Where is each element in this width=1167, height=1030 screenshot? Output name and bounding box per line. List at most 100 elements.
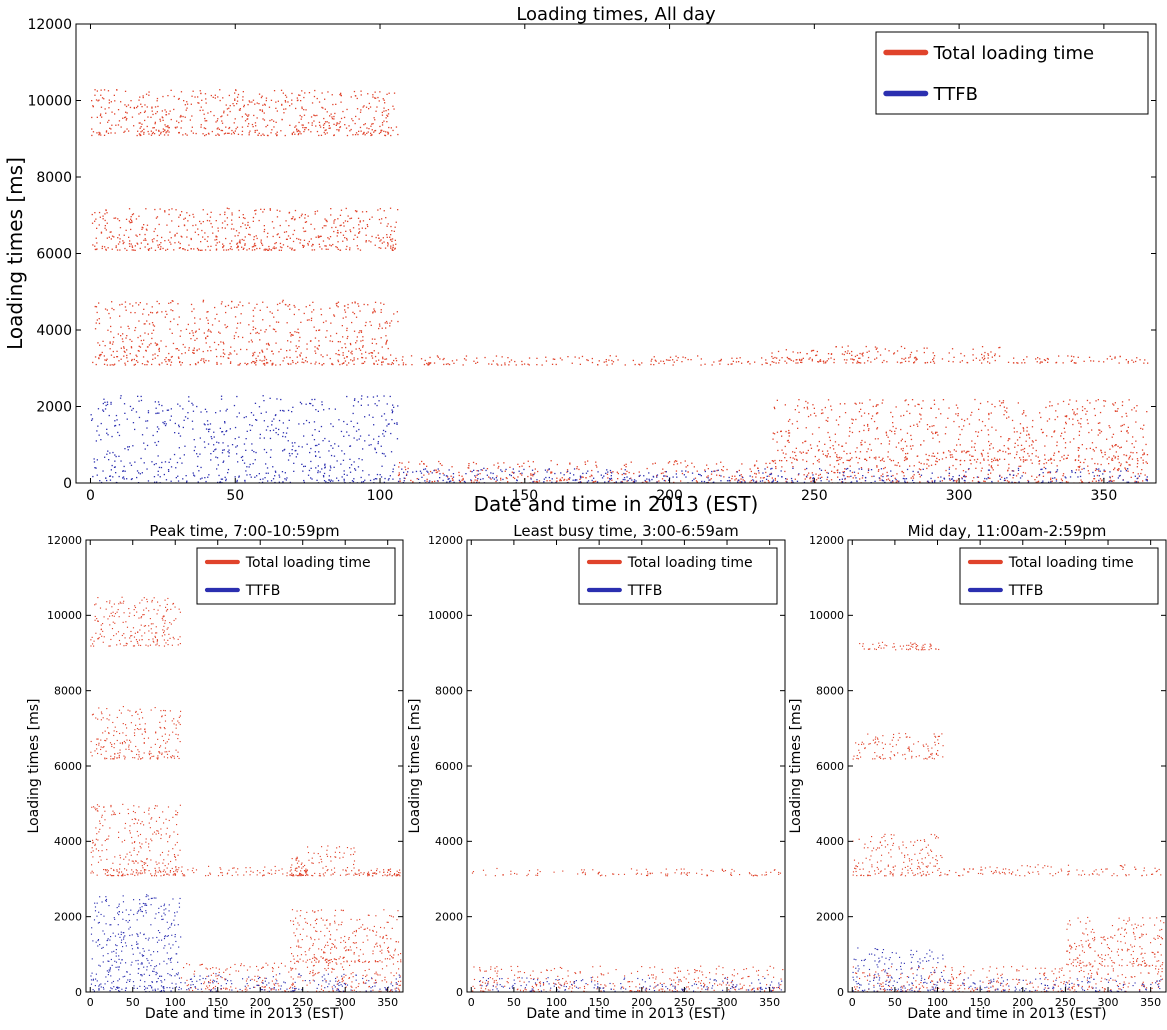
data-point: [156, 312, 158, 314]
data-point: [240, 226, 242, 228]
data-point: [216, 363, 218, 365]
data-point: [650, 363, 652, 366]
data-point: [560, 472, 562, 474]
data-point: [739, 357, 741, 359]
data-point: [104, 213, 106, 215]
data-point: [151, 312, 154, 314]
data-point: [426, 478, 428, 480]
data-point: [958, 438, 960, 440]
data-point: [242, 305, 244, 307]
data-point: [988, 413, 990, 416]
data-point: [190, 303, 193, 306]
data-point: [106, 309, 108, 311]
data-point: [1073, 438, 1075, 440]
data-point: [584, 461, 586, 463]
data-point: [335, 124, 337, 126]
data-point: [96, 116, 98, 118]
data-point: [156, 481, 158, 483]
data-point: [1111, 444, 1113, 447]
data-point: [830, 357, 832, 359]
data-point: [286, 350, 288, 352]
data-point: [500, 364, 503, 366]
data-point: [342, 240, 344, 242]
data-point: [380, 239, 382, 241]
data-point: [167, 95, 169, 97]
data-point: [173, 318, 175, 320]
data-point: [381, 452, 384, 455]
data-point: [306, 361, 308, 363]
data-point: [856, 362, 858, 364]
data-point: [511, 471, 513, 473]
data-point: [181, 353, 183, 355]
data-point: [1049, 401, 1051, 403]
data-point: [253, 244, 255, 246]
data-point: [332, 103, 334, 106]
data-point: [1062, 362, 1064, 364]
data-point: [819, 477, 821, 479]
data-point: [860, 408, 862, 410]
data-point: [91, 418, 94, 420]
data-point: [306, 443, 308, 445]
data-point: [779, 459, 781, 462]
data-point: [1050, 477, 1052, 479]
data-point: [554, 472, 556, 475]
data-point: [351, 302, 353, 304]
data-point: [605, 361, 607, 363]
data-point: [298, 94, 300, 96]
data-point: [229, 105, 231, 107]
data-point: [315, 125, 317, 127]
data-point: [639, 474, 641, 477]
data-point: [475, 476, 477, 478]
data-point: [317, 236, 320, 239]
data-point: [343, 480, 345, 482]
data-point: [1020, 444, 1023, 446]
data-point: [1099, 411, 1102, 414]
data-point: [280, 249, 282, 251]
data-point: [1031, 440, 1034, 442]
data-point: [133, 107, 136, 109]
data-point: [877, 412, 879, 414]
data-point: [852, 362, 854, 364]
data-point: [931, 425, 933, 427]
data-point: [518, 466, 521, 468]
data-point: [396, 422, 398, 424]
data-point: [248, 302, 250, 304]
data-point: [426, 470, 428, 472]
data-point: [143, 128, 145, 130]
data-point: [1071, 359, 1073, 361]
data-point: [374, 478, 377, 480]
data-point: [203, 423, 205, 425]
data-point: [112, 476, 114, 478]
data-point: [926, 347, 928, 349]
data-point: [375, 97, 377, 99]
data-point: [207, 443, 210, 445]
data-point: [267, 134, 269, 137]
data-point: [184, 416, 187, 418]
data-point: [538, 480, 541, 482]
data-point: [1142, 428, 1144, 430]
data-point: [146, 364, 148, 366]
data-point: [512, 476, 515, 479]
data-point: [851, 431, 854, 434]
data-point: [120, 395, 122, 397]
data-point: [315, 361, 317, 363]
data-point: [180, 127, 182, 129]
data-point: [217, 118, 219, 120]
data-point: [829, 464, 831, 466]
data-point: [316, 347, 318, 349]
data-point: [144, 119, 146, 122]
data-point: [218, 331, 220, 333]
data-point: [138, 122, 140, 124]
data-point: [948, 472, 950, 474]
data-point: [1094, 469, 1097, 472]
data-point: [364, 416, 366, 418]
data-point: [247, 125, 249, 127]
data-point: [781, 476, 783, 478]
data-point: [423, 474, 425, 476]
data-point: [983, 459, 985, 461]
data-point: [442, 479, 444, 482]
data-point: [134, 327, 137, 329]
data-point: [884, 348, 886, 350]
data-point: [336, 123, 338, 125]
data-point: [749, 475, 751, 477]
